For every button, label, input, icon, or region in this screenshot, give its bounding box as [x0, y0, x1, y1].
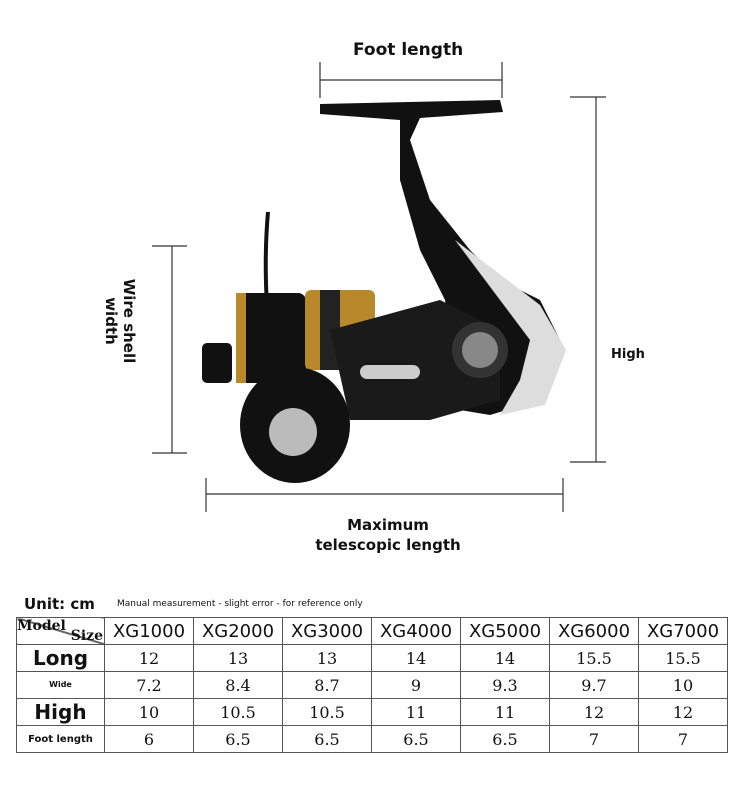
table-cell: 12 [104, 644, 194, 672]
corner-model: Model [17, 618, 66, 634]
table-cell: 8.7 [282, 671, 372, 699]
table-row: Wide 7.2 8.4 8.7 9 9.3 9.7 10 [16, 671, 728, 699]
table-cell: 15.5 [638, 644, 728, 672]
row-label: High [16, 698, 105, 726]
table-row: Foot length 6 6.5 6.5 6.5 6.5 7 7 [16, 725, 728, 753]
table-cell: 7.2 [104, 671, 194, 699]
unit-label: Unit: cm [24, 595, 95, 613]
table-cell: 12 [638, 698, 728, 726]
table-cell: 6.5 [371, 725, 461, 753]
model-header: XG7000 [638, 617, 728, 645]
row-label: Long [16, 644, 105, 672]
table-cell: 13 [193, 644, 283, 672]
foot-length-label: Foot length [353, 40, 464, 60]
row-label: Foot length [16, 725, 105, 753]
table-cell: 10.5 [282, 698, 372, 726]
max-length-label-1: Maximum [347, 516, 429, 534]
table-cell: 10 [104, 698, 194, 726]
table-cell: 6.5 [282, 725, 372, 753]
row-label: Wide [16, 671, 105, 699]
measurement-note: Manual measurement - slight error - for … [117, 599, 363, 609]
table-cell: 13 [282, 644, 372, 672]
table-cell: 10.5 [193, 698, 283, 726]
table-cell: 15.5 [549, 644, 639, 672]
reel-diagram [152, 62, 606, 512]
model-header: XG4000 [371, 617, 461, 645]
table-cell: 9.7 [549, 671, 639, 699]
dimension-lines [152, 62, 606, 512]
table-cell: 8.4 [193, 671, 283, 699]
table-row: High 10 10.5 10.5 11 11 12 12 [16, 698, 728, 726]
model-header: XG2000 [193, 617, 283, 645]
max-length-label-2: telescopic length [315, 536, 461, 554]
model-header: XG5000 [460, 617, 550, 645]
model-header: XG1000 [104, 617, 194, 645]
corner-cell: Model Size [16, 617, 105, 645]
spec-table: Model Size XG1000 XG2000 XG3000 XG4000 X… [16, 617, 728, 753]
table-cell: 12 [549, 698, 639, 726]
table-cell: 7 [638, 725, 728, 753]
wire-shell-width-label: Wire shell width [102, 278, 138, 364]
model-header: XG6000 [549, 617, 639, 645]
table-cell: 9.3 [460, 671, 550, 699]
high-label: High [611, 347, 645, 362]
table-cell: 9 [371, 671, 461, 699]
table-cell: 14 [460, 644, 550, 672]
table-header-row: Model Size XG1000 XG2000 XG3000 XG4000 X… [16, 617, 728, 645]
table-cell: 11 [371, 698, 461, 726]
table-cell: 7 [549, 725, 639, 753]
table-row: Long 12 13 13 14 14 15.5 15.5 [16, 644, 728, 672]
table-cell: 14 [371, 644, 461, 672]
corner-size: Size [70, 628, 103, 644]
table-cell: 6 [104, 725, 194, 753]
model-header: XG3000 [282, 617, 372, 645]
table-cell: 11 [460, 698, 550, 726]
table-cell: 10 [638, 671, 728, 699]
fishing-reel-image [202, 100, 566, 483]
table-cell: 6.5 [460, 725, 550, 753]
table-cell: 6.5 [193, 725, 283, 753]
